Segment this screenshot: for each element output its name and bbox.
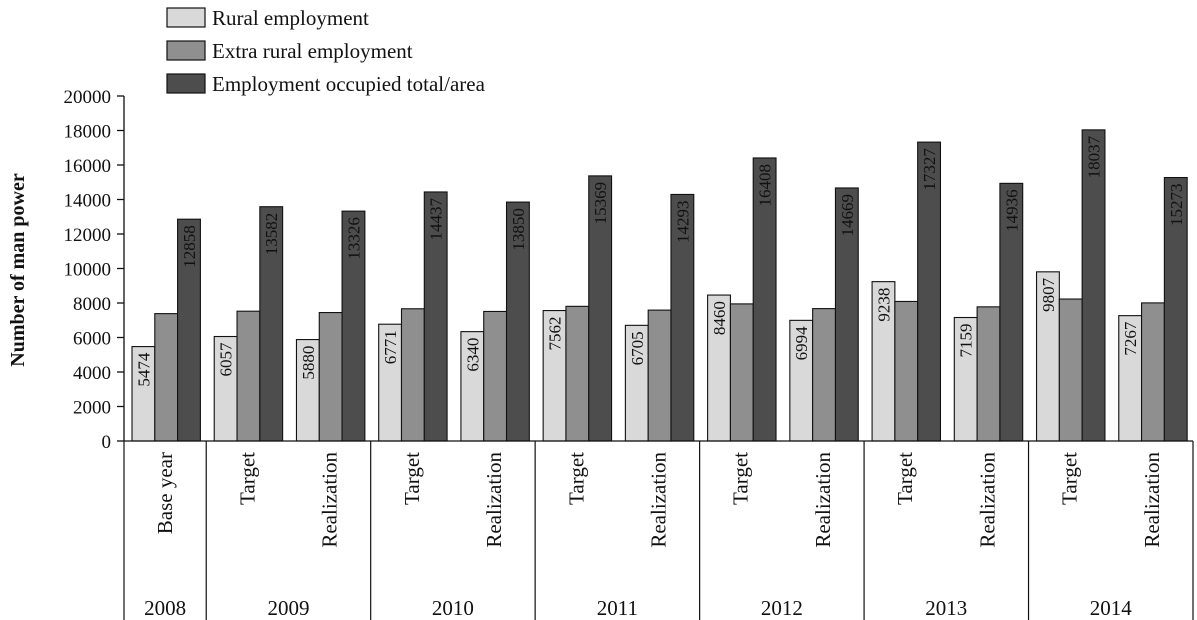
y-tick-label: 4000 [73, 363, 111, 384]
bar-value-label: 9238 [874, 288, 893, 322]
x-category-label: Realization [975, 452, 999, 548]
y-tick-label: 8000 [73, 294, 111, 315]
bar [1058, 298, 1083, 442]
x-category-label: Target [1058, 452, 1082, 505]
legend-label: Rural employment [212, 6, 369, 30]
bar-group: 6340 13850 [460, 201, 530, 442]
bar-value-label: 14437 [427, 197, 446, 240]
legend-item: Rural employment [166, 6, 369, 30]
x-category-label: Realization [647, 452, 671, 548]
bars: 5474 12858 6057 13582 5880 13326 6771 14437 6340… [131, 129, 1188, 442]
x-category-label: Target [564, 452, 588, 505]
bar [154, 313, 179, 442]
legend-label: Extra rural employment [212, 39, 413, 63]
bar-group: 6057 13582 [213, 206, 284, 442]
x-year-label: 2008 [144, 596, 186, 620]
y-axis-title: Number of man power [7, 173, 29, 367]
bar-value-label: 17327 [920, 148, 939, 191]
bar-value-label: 14669 [838, 194, 857, 237]
bar [483, 310, 508, 442]
bar [647, 309, 672, 442]
bar-value-label: 16408 [756, 164, 775, 207]
x-category-label: Realization [1140, 452, 1164, 548]
bar-group: 5880 13326 [295, 210, 366, 442]
bar [318, 312, 343, 442]
bar-value-label: 13582 [262, 213, 281, 256]
y-tick-label: 12000 [64, 225, 112, 246]
legend-swatch [166, 7, 206, 28]
bar-value-label: 15273 [1167, 184, 1186, 227]
bar-group: 7267 15273 [1118, 176, 1188, 442]
x-category-label: Base year [153, 452, 177, 534]
x-category-label: Target [729, 452, 753, 505]
y-tick-label: 20000 [64, 87, 112, 108]
legend-label: Employment occupied total/area [212, 72, 486, 96]
y-tick-label: 10000 [64, 260, 112, 281]
bar-value-label: 12858 [180, 225, 199, 268]
bar-group: 6705 14293 [624, 193, 695, 442]
bar-value-label: 18037 [1085, 135, 1104, 178]
x-year-label: 2012 [761, 596, 803, 620]
x-year-label: 2010 [432, 596, 474, 620]
bar-group: 5474 12858 [131, 218, 201, 442]
bar-value-label: 5880 [299, 346, 318, 380]
bar-value-label: 6340 [463, 338, 482, 372]
bar-group: 6994 14669 [789, 187, 859, 442]
y-tick-label: 14000 [64, 191, 112, 212]
bar-value-label: 6771 [381, 330, 400, 364]
bar [236, 310, 261, 442]
x-year-label: 2009 [267, 596, 309, 620]
x-category-label: Target [893, 452, 917, 505]
y-tick-label: 6000 [73, 329, 111, 350]
legend-swatch [166, 40, 206, 61]
bar [400, 308, 425, 442]
bar [976, 306, 1001, 442]
bar-value-label: 7159 [957, 324, 976, 358]
x-category-label: Realization [318, 452, 342, 548]
legend-swatch [166, 73, 206, 94]
bar [894, 300, 919, 442]
bar-value-label: 9807 [1039, 277, 1058, 312]
bar-group: 9807 18037 [1035, 129, 1106, 442]
bar [565, 305, 590, 442]
x-axis: Base year Target Realization Target Realizat… [123, 440, 1194, 620]
legend: Rural employment Extra rural employment Em… [166, 6, 486, 96]
legend-item: Extra rural employment [166, 39, 413, 63]
y-tick-label: 0 [102, 432, 112, 453]
y-tick-label: 2000 [73, 398, 111, 419]
bar-value-label: 6057 [217, 342, 236, 377]
x-category-label: Realization [811, 452, 835, 548]
bar-value-label: 14293 [673, 200, 692, 243]
bar-value-label: 8460 [710, 301, 729, 335]
bar-group: 6771 14437 [378, 191, 448, 442]
bar-value-label: 5474 [134, 352, 153, 387]
bar-value-label: 7267 [1121, 321, 1140, 356]
bar-value-label: 13850 [509, 208, 528, 251]
bar-value-label: 14936 [1002, 189, 1021, 232]
bar-value-label: 6994 [792, 326, 811, 361]
bar-group: 7562 15369 [542, 175, 613, 442]
bar-group: 9238 17327 [871, 141, 942, 442]
x-year-label: 2013 [925, 596, 967, 620]
y-axis: 0 2000 4000 6000 8000 10000 12000 14000 16000 180… [64, 87, 125, 453]
bar-value-label: 6705 [628, 331, 647, 365]
bar-group: 8460 16408 [707, 157, 777, 442]
x-category-label: Target [400, 452, 424, 505]
bar-group: 7159 14936 [953, 182, 1024, 442]
x-category-label: Target [235, 452, 259, 505]
bar [812, 308, 836, 442]
legend-item: Employment occupied total/area [166, 72, 486, 96]
x-category-label: Realization [482, 452, 506, 548]
bar [1141, 302, 1165, 442]
x-year-label: 2011 [597, 596, 638, 620]
y-tick-label: 16000 [64, 156, 112, 177]
x-year-label: 2014 [1090, 596, 1133, 620]
bar-value-label: 7562 [546, 317, 565, 351]
bar-value-label: 13326 [344, 217, 363, 260]
bar [729, 303, 754, 442]
bar-value-label: 15369 [591, 182, 610, 225]
y-tick-label: 18000 [64, 122, 112, 143]
